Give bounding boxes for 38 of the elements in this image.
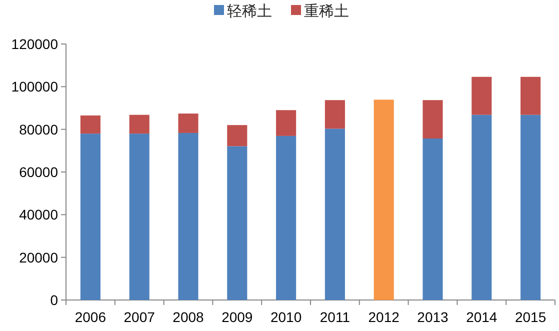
- x-tick-label: 2009: [222, 309, 253, 325]
- y-tick-label: 120000: [11, 36, 58, 52]
- bar: [324, 128, 345, 300]
- bar: [422, 100, 443, 139]
- x-tick-label: 2012: [368, 309, 400, 325]
- y-tick-label: 20000: [19, 249, 58, 266]
- bar: [472, 114, 492, 300]
- x-tick-label: 2011: [320, 309, 350, 325]
- bar: [178, 114, 198, 133]
- x-tick-label: 2010: [270, 309, 302, 325]
- x-tick-label: 2015: [514, 309, 546, 325]
- bar: [80, 115, 100, 134]
- bar: [520, 114, 541, 300]
- bar: [374, 100, 394, 300]
- bar: [178, 132, 198, 300]
- x-tick-label: 2008: [172, 309, 204, 325]
- bar: [227, 125, 248, 146]
- bar: [129, 114, 150, 134]
- bar: [324, 100, 345, 129]
- y-tick-label: 60000: [19, 164, 58, 180]
- bar: [520, 76, 541, 115]
- x-tick-label: 2007: [124, 309, 156, 325]
- bar: [422, 138, 443, 300]
- y-tick-label: 80000: [19, 121, 58, 138]
- y-tick-label: 40000: [19, 206, 58, 223]
- x-tick-label: 2014: [466, 309, 498, 325]
- bar: [276, 136, 296, 300]
- bar: [80, 134, 100, 300]
- legend-label: 重稀土: [304, 3, 349, 20]
- x-tick-label: 2006: [74, 309, 106, 325]
- y-tick-label: 0: [50, 292, 58, 308]
- bar: [276, 110, 296, 136]
- legend-label: 轻稀土: [227, 3, 272, 20]
- bar: [227, 146, 248, 300]
- bar: [129, 134, 150, 300]
- x-tick-label: 2013: [417, 309, 449, 325]
- bar: [472, 76, 492, 115]
- y-tick-label: 100000: [11, 78, 58, 95]
